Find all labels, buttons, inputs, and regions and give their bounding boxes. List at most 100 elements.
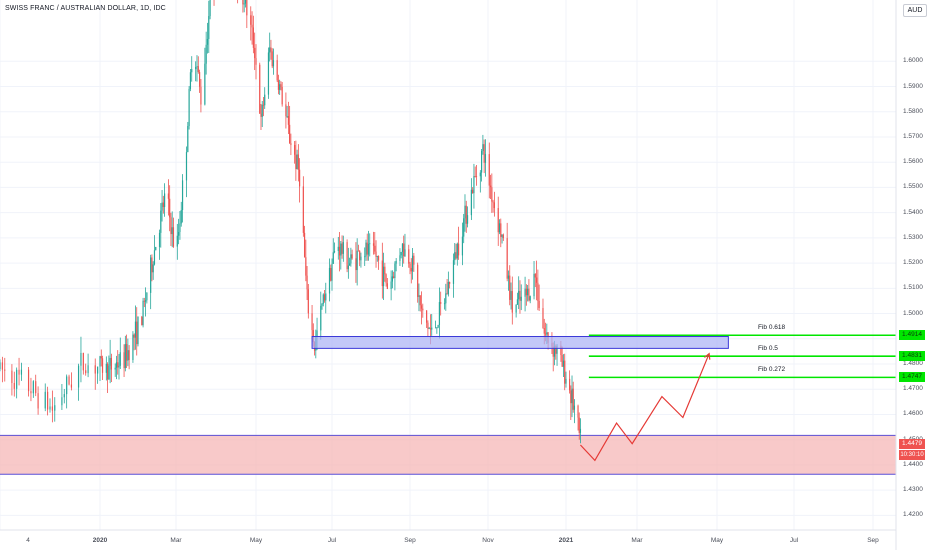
projection-path	[580, 353, 710, 462]
candle-body	[271, 51, 273, 67]
candle-body	[85, 370, 87, 374]
candle-body	[119, 352, 121, 366]
candle-body	[561, 355, 563, 367]
y-tick-label: 1.4400	[903, 460, 923, 468]
candle-body	[250, 15, 252, 25]
candle-body	[132, 334, 134, 360]
candle-body	[498, 223, 501, 233]
candle-body	[515, 304, 517, 313]
candle-body	[427, 322, 429, 329]
candle-body	[364, 256, 366, 258]
x-tick-label: May	[710, 537, 724, 544]
candle-body	[286, 115, 288, 117]
candle-body	[277, 80, 280, 90]
candle-body	[150, 257, 152, 293]
candle-body	[401, 243, 404, 252]
projection-arrowhead	[704, 352, 711, 360]
candle-body	[390, 281, 392, 289]
candle-body	[20, 369, 23, 375]
candle-body	[475, 176, 478, 177]
candle-body	[518, 290, 520, 300]
candle-body	[413, 255, 415, 265]
candle-body	[155, 246, 157, 251]
y-tick-label: 1.5300	[903, 233, 923, 241]
candle-body	[538, 300, 540, 309]
candle-body	[146, 292, 148, 301]
candle-body	[11, 370, 13, 384]
candle-body	[411, 255, 414, 272]
candle-body	[573, 405, 576, 410]
candle-body	[32, 381, 34, 394]
candle-body	[418, 295, 420, 297]
candle-body	[321, 303, 323, 306]
candle-body	[374, 245, 376, 252]
demand-zone	[0, 435, 896, 475]
candle-body	[543, 328, 545, 334]
candle-body	[359, 250, 361, 261]
candle-body	[360, 256, 362, 261]
last-price-tag: 1.4479	[899, 438, 925, 449]
candle-body	[305, 257, 307, 276]
candle-body	[80, 352, 82, 366]
candle-body	[428, 328, 430, 329]
candle-body	[461, 236, 464, 256]
candle-body	[357, 250, 360, 252]
candle-body	[328, 267, 331, 294]
chart-title: SWISS FRANC / AUSTRALIAN DOLLAR, 1D, IDC	[5, 5, 166, 12]
candle-body	[136, 321, 138, 345]
candle-body	[443, 303, 446, 305]
candle-body	[385, 274, 387, 284]
candle-body	[537, 282, 539, 301]
candle-body	[369, 243, 371, 245]
candle-body	[1, 362, 3, 370]
candle-body	[489, 185, 492, 188]
candle-body	[452, 260, 455, 284]
x-tick-label: Mar	[631, 537, 643, 544]
candle-body	[323, 294, 326, 301]
x-tick-label: 2021	[558, 537, 574, 544]
candle-body	[289, 124, 291, 144]
candle-body	[493, 202, 495, 209]
candle-body	[187, 126, 189, 153]
candle-body	[63, 394, 65, 398]
candle-body	[449, 281, 451, 284]
candle-body	[141, 316, 143, 326]
candle-body	[382, 266, 385, 287]
candle-body	[49, 406, 51, 410]
candle-body	[408, 249, 410, 264]
candle-body	[37, 393, 39, 409]
candle-body	[579, 428, 582, 433]
candle-body	[527, 288, 529, 296]
x-tick-label: May	[249, 537, 263, 544]
candle-body	[199, 72, 201, 87]
candle-body	[196, 66, 198, 68]
candle-body	[455, 252, 457, 259]
candle-body	[306, 275, 308, 290]
candle-body	[185, 152, 188, 181]
candle-body	[264, 94, 266, 106]
candle-body	[276, 60, 278, 81]
candle-body	[117, 362, 119, 368]
candle-body	[391, 276, 393, 282]
candle-body	[520, 296, 522, 301]
candle-body	[279, 84, 281, 90]
candle-body	[66, 376, 68, 395]
candle-body	[134, 321, 137, 338]
candle-body	[529, 296, 531, 301]
candle-body	[251, 24, 253, 28]
x-tick-label: 2020	[92, 537, 108, 544]
currency-button[interactable]: AUD	[903, 4, 927, 17]
candle-body	[299, 169, 301, 187]
candle-body	[260, 113, 262, 117]
candle-body	[158, 232, 161, 247]
candle-body	[564, 360, 566, 384]
candle-body	[109, 357, 111, 366]
candle-body	[528, 288, 530, 301]
candle-body	[502, 234, 504, 239]
candle-body	[507, 275, 510, 279]
candle-body	[164, 193, 166, 208]
candle-body	[110, 357, 112, 370]
candle-body	[70, 384, 73, 388]
candle-body	[124, 344, 126, 369]
